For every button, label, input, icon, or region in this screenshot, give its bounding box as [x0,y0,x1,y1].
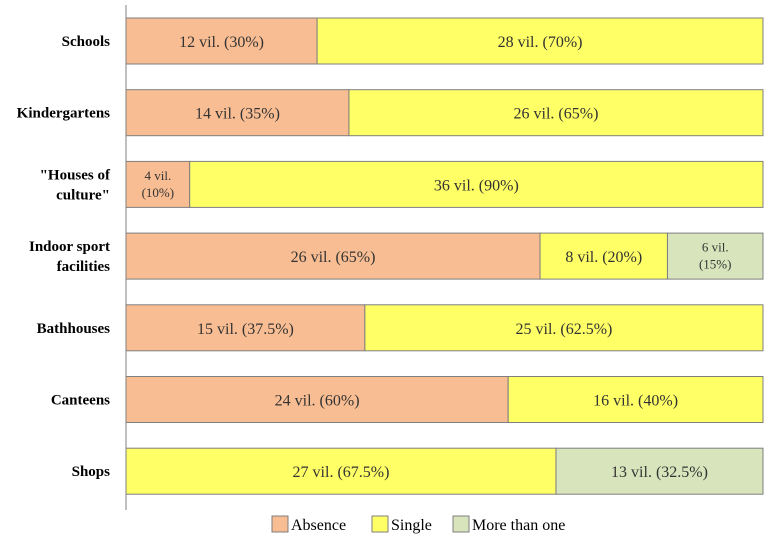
bar-absence-4 [125,304,366,352]
category-labels: Schools Kindergartens "Houses of culture" In… [17,34,111,480]
category-label-2-1: culture" [56,187,110,203]
bar-absence-0 [125,17,318,65]
data-label-absence-5-0: 24 vil. (60%) [275,393,360,410]
bar-single-6 [125,447,557,495]
legend-swatch-more-than-one [452,515,470,533]
legend-label-absence: Absence [291,517,346,534]
bar-absence-5 [125,376,509,423]
data-label-absence-2-1: (10%) [142,185,175,200]
data-label-more-than-one-3-1: (15%) [699,257,732,272]
data-label-single-5-0: 16 vil. (40%) [593,393,678,410]
category-label-5-0: Canteens [51,393,110,409]
data-label-absence-0-0: 12 vil. (30%) [179,34,264,51]
bar-absence-3 [125,232,541,280]
bar-more-than-one-6 [555,447,764,495]
legend: Absence Single More than one [271,515,565,534]
legend-label-single: Single [391,517,432,534]
data-label-absence-2-0: 4 vil. [144,168,171,183]
legend-swatch-absence [271,515,289,533]
category-label-4-0: Bathhouses [37,321,111,337]
bar-single-5 [507,376,764,423]
category-label-6-0: Shops [72,464,111,480]
category-label-2-0: "Houses of [40,167,111,183]
legend-label-more-than-one: More than one [472,517,565,534]
data-label-absence-1-0: 14 vil. (35%) [195,106,280,123]
category-label-3-1: facilities [57,259,110,275]
data-label-single-1-0: 26 vil. (65%) [514,106,599,123]
data-label-absence-4-0: 15 vil. (37.5%) [197,321,294,338]
data-label-more-than-one-6-0: 13 vil. (32.5%) [611,464,708,481]
bar-absence-1 [125,89,350,137]
legend-swatch-single [371,515,389,533]
category-label-3-0: Indoor sport [29,239,110,255]
bar-single-3 [539,232,668,280]
bar-single-4 [364,304,764,352]
data-label-single-2-0: 36 vil. (90%) [434,177,519,194]
category-label-1-0: Kindergartens [17,106,110,122]
bar-single-0 [316,17,764,65]
data-label-more-than-one-3-0: 6 vil. [702,240,729,255]
bar-single-2 [189,160,764,208]
data-label-single-4-0: 25 vil. (62.5%) [516,321,613,338]
data-label-single-3-0: 8 vil. (20%) [565,249,642,266]
data-label-single-6-0: 27 vil. (67.5%) [293,464,390,481]
bar-more-than-one-3 [666,232,764,280]
bar-absence-2 [125,160,191,208]
data-label-absence-3-0: 26 vil. (65%) [291,249,376,266]
category-label-0-0: Schools [62,34,111,50]
bar-single-1 [348,89,764,137]
bars-layer: 12 vil. (30%) 28 vil. (70%) 14 vil. (35%) 2… [125,17,764,495]
data-label-single-0-0: 28 vil. (70%) [498,34,583,51]
